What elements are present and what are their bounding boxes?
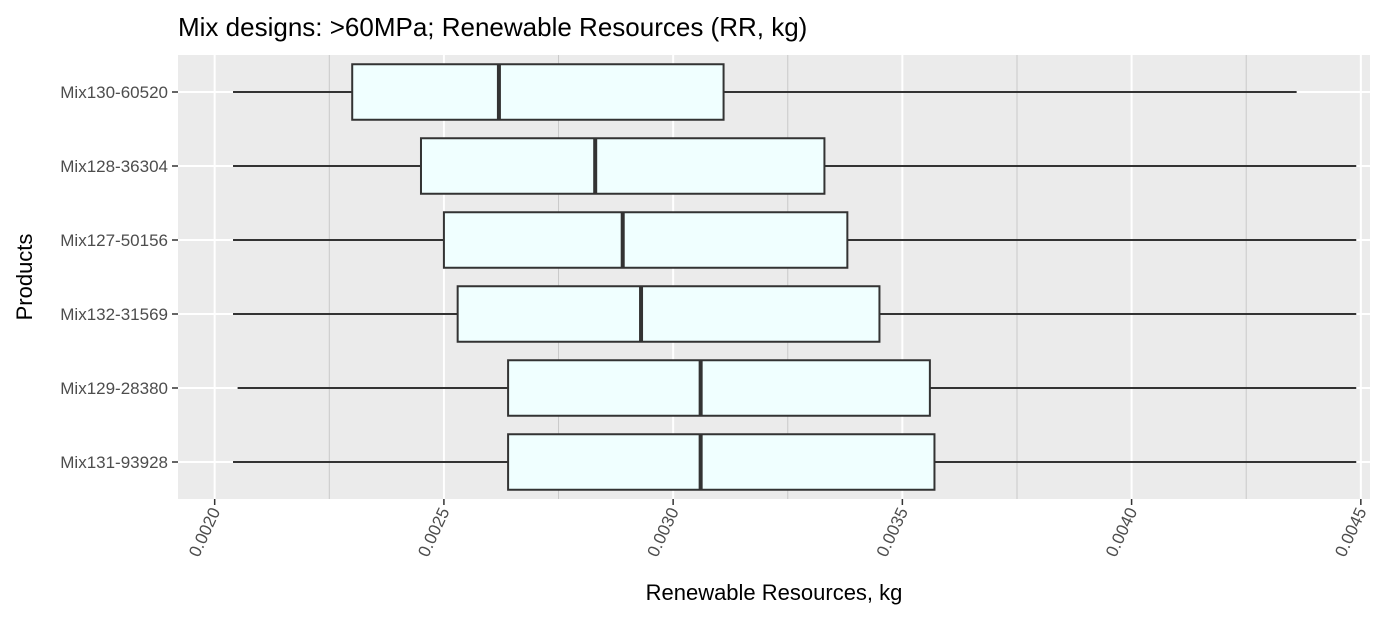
x-tick-label: 0.0025: [414, 505, 453, 560]
x-tick-label: 0.0035: [873, 505, 912, 560]
x-tick-label: 0.0030: [644, 505, 683, 560]
iqr-box: [456, 285, 881, 343]
iqr-box: [419, 137, 826, 195]
x-tick-label: 0.0040: [1102, 505, 1141, 560]
y-axis-ticks: Mix130-60520 Mix128-36304 Mix127-50156 Mix1…: [60, 83, 178, 472]
box-group: [233, 433, 1357, 491]
box-group: [233, 63, 1297, 121]
box-group: [237, 359, 1357, 417]
x-tick-label: 0.0045: [1331, 505, 1370, 560]
y-tick-label: Mix132-31569: [60, 305, 168, 324]
y-tick-label: Mix127-50156: [60, 231, 168, 250]
box-group: [233, 285, 1357, 343]
x-tick-label: 0.0020: [185, 505, 224, 560]
y-tick-label: Mix130-60520: [60, 83, 168, 102]
plot-panel: [178, 55, 1370, 499]
box-group: [233, 211, 1357, 269]
y-axis-title: Products: [12, 234, 37, 321]
minor-gridlines: [328, 55, 1247, 499]
iqr-box: [442, 211, 849, 269]
box-group: [233, 137, 1357, 195]
y-tick-label: Mix131-93928: [60, 453, 168, 472]
y-tick-label: Mix129-28380: [60, 379, 168, 398]
y-tick-label: Mix128-36304: [60, 157, 168, 176]
x-axis-ticks: 0.0020 0.0025 0.0030 0.0035 0.0040 0.0045: [185, 499, 1370, 560]
chart-title: Mix designs: >60MPa; Renewable Resources…: [178, 12, 807, 42]
iqr-box: [351, 63, 725, 121]
box-series: [233, 63, 1357, 491]
x-axis-title: Renewable Resources, kg: [646, 580, 903, 605]
iqr-box: [507, 359, 931, 417]
iqr-box: [507, 433, 936, 491]
